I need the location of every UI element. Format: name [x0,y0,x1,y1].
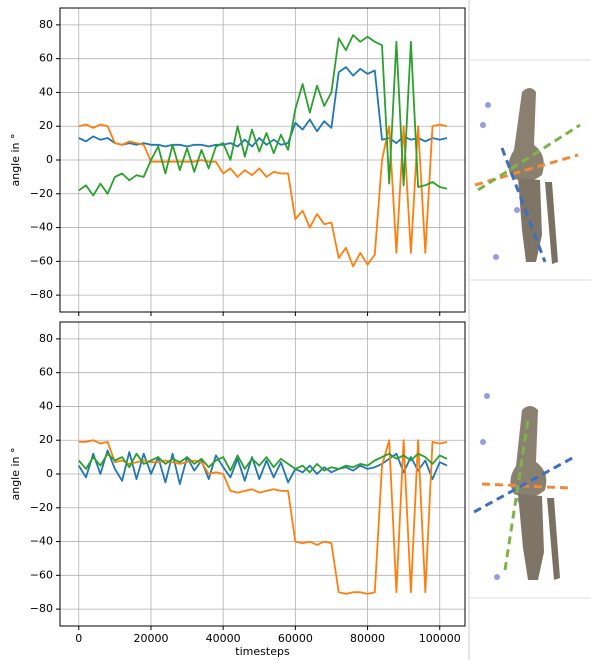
plot-frame [59,321,466,627]
series-line [78,34,448,197]
series-line [78,449,448,485]
y-tick-label: −80 [30,602,53,615]
y-tick-label: 20 [39,119,53,132]
y-tick-label: 0 [46,467,53,480]
y-tick-label: 40 [39,85,53,98]
series-line [78,452,448,474]
y-tick-label: −80 [30,288,53,301]
knee-image-top [474,88,581,264]
x-tick-label: 60000 [278,632,313,645]
x-tick-label: 40000 [206,632,241,645]
y-tick-label: −40 [30,221,53,234]
y-tick-label: −60 [30,254,53,267]
y-tick-label: 20 [39,433,53,446]
y-tick-label: 0 [46,153,53,166]
y-tick-label: 40 [39,399,53,412]
plot-frame [59,7,466,313]
knee-panels [468,0,591,660]
x-tick-label: 100000 [419,632,461,645]
series-line [78,439,448,595]
y-axis-label: angle in ° [9,447,22,500]
x-tick-label: 20000 [133,632,168,645]
y-tick-label: −20 [30,501,53,514]
series-line [78,123,448,268]
knee-image-bottom [473,393,577,580]
y-tick-label: −20 [30,187,53,200]
x-tick-label: 80000 [350,632,385,645]
x-tick-label: 0 [75,632,82,645]
y-tick-label: −60 [30,568,53,581]
y-tick-label: −40 [30,535,53,548]
y-axis-label: angle in ° [9,133,22,186]
y-tick-label: 60 [39,366,53,379]
y-tick-label: 80 [39,18,53,31]
x-axis-label: timesteps [235,645,290,658]
y-tick-label: 80 [39,332,53,345]
y-tick-label: 60 [39,52,53,65]
